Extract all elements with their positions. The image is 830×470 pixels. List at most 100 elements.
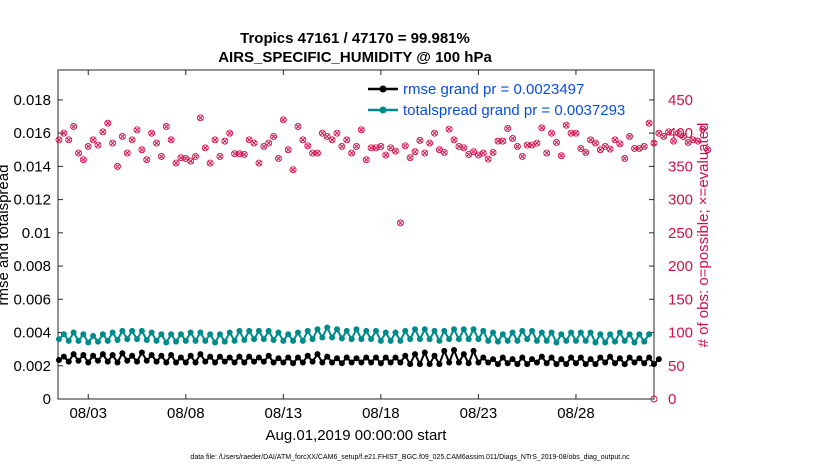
obs-evaluated-point [612, 137, 618, 143]
x-axis-label: Aug.01,2019 00:00:00 start [266, 427, 448, 444]
obs-possible-point [674, 129, 682, 137]
obs-possible-point [94, 141, 102, 149]
obs-possible-point [533, 139, 541, 147]
obs-evaluated-point [427, 140, 433, 146]
totalspread-point [187, 329, 194, 336]
totalspread-point [582, 337, 589, 344]
obs-evaluated-point [285, 147, 291, 153]
totalspread-point [372, 327, 379, 334]
rmse-point [387, 359, 394, 366]
obs-possible-point [65, 136, 73, 144]
totalspread-point [75, 337, 82, 344]
obs-evaluated-point [436, 147, 442, 153]
totalspread-point [163, 339, 170, 346]
totalspread-point [177, 331, 184, 338]
obs-evaluated-point [75, 150, 82, 156]
totalspread-point [192, 337, 199, 344]
obs-evaluated-point [490, 149, 496, 155]
totalspread-point [280, 337, 287, 344]
obs-evaluated-point [90, 137, 96, 143]
totalspread-point [231, 337, 238, 344]
totalspread-point [314, 326, 321, 333]
obs-evaluated-point [563, 122, 569, 128]
rmse-point [568, 354, 575, 361]
totalspread-point [475, 336, 482, 343]
rmse-point [475, 359, 482, 366]
totalspread-point [173, 338, 180, 345]
obs-possible-point [138, 146, 146, 154]
obs-possible-point [577, 144, 585, 152]
obs-evaluated-point [558, 153, 564, 159]
y-right-tick-label: 200 [668, 258, 693, 275]
obs-possible-point [294, 123, 302, 130]
totalspread-point [568, 329, 575, 336]
obs-possible-point [499, 137, 507, 145]
rmse-point [377, 360, 384, 367]
rmse-point [519, 354, 526, 361]
obs-possible-point [314, 149, 321, 157]
rmse-point [65, 358, 72, 365]
rmse-point [553, 361, 560, 368]
totalspread-point [153, 337, 160, 344]
obs-evaluated-point [388, 145, 394, 151]
rmse-point [348, 359, 355, 366]
obs-possible-point [216, 152, 224, 160]
obs-evaluated-point [514, 143, 520, 149]
obs-possible-point [470, 148, 477, 156]
rmse-point [641, 360, 648, 367]
y-left-tick-label: 0.004 [13, 325, 51, 342]
totalspread-point [338, 335, 345, 342]
obs-evaluated-point [466, 151, 472, 157]
obs-evaluated-point [641, 143, 647, 149]
obs-evaluated-point [485, 156, 491, 162]
obs-possible-point [650, 139, 658, 147]
x-tick-label: 08/28 [557, 405, 595, 422]
rmse-point [221, 358, 228, 365]
x-tick-label: 08/03 [69, 405, 107, 422]
rmse-point [631, 359, 638, 366]
totalspread-point [343, 327, 350, 334]
rmse-point [236, 353, 243, 360]
totalspread-point [285, 331, 292, 338]
obs-possible-point [694, 137, 702, 145]
x-tick-label: 08/18 [362, 405, 400, 422]
rmse-point [651, 361, 657, 368]
obs-possible-point [655, 129, 663, 137]
rmse-point [655, 356, 662, 363]
obs-evaluated-point [505, 125, 511, 132]
totalspread-point [226, 329, 233, 336]
rmse-point [368, 359, 375, 366]
rmse-point [309, 358, 316, 365]
obs-evaluated-point [597, 147, 603, 153]
y-right-tick-label: 300 [668, 192, 693, 209]
left-axis-ticks: 0 0.002 0.004 0.006 0.008 0.01 0.012 0.014 0.016… [13, 92, 63, 408]
obs-possible-point [245, 136, 253, 144]
obs-evaluated-point [178, 155, 184, 161]
totalspread-point [333, 326, 340, 333]
totalspread-point [504, 337, 511, 344]
obs-possible-point [396, 219, 404, 227]
obs-possible-point [231, 150, 239, 158]
rmse-point [587, 356, 594, 363]
obs-possible-point [392, 147, 399, 155]
rmse-point [70, 351, 77, 358]
obs-possible-point [431, 129, 438, 137]
rmse-point [343, 354, 350, 361]
rmse-point [80, 351, 87, 358]
obs-possible-point [445, 125, 453, 133]
obs-possible-point [114, 162, 121, 170]
rmse-point [75, 357, 82, 364]
totalspread-point [265, 327, 272, 334]
totalspread-point [412, 326, 419, 333]
obs-evaluated-point [188, 158, 194, 164]
rmse-point [392, 354, 399, 361]
obs-evaluated-point [119, 133, 125, 140]
totalspread-point [490, 329, 497, 336]
obs-possible-point [538, 124, 546, 132]
totalspread-point [99, 331, 106, 338]
obs-evaluated-point [207, 160, 213, 166]
obs-evaluated-point [275, 155, 282, 161]
obs-evaluated-point [573, 130, 579, 136]
y-right-tick-label: 100 [668, 325, 693, 342]
rmse-point [490, 356, 497, 363]
